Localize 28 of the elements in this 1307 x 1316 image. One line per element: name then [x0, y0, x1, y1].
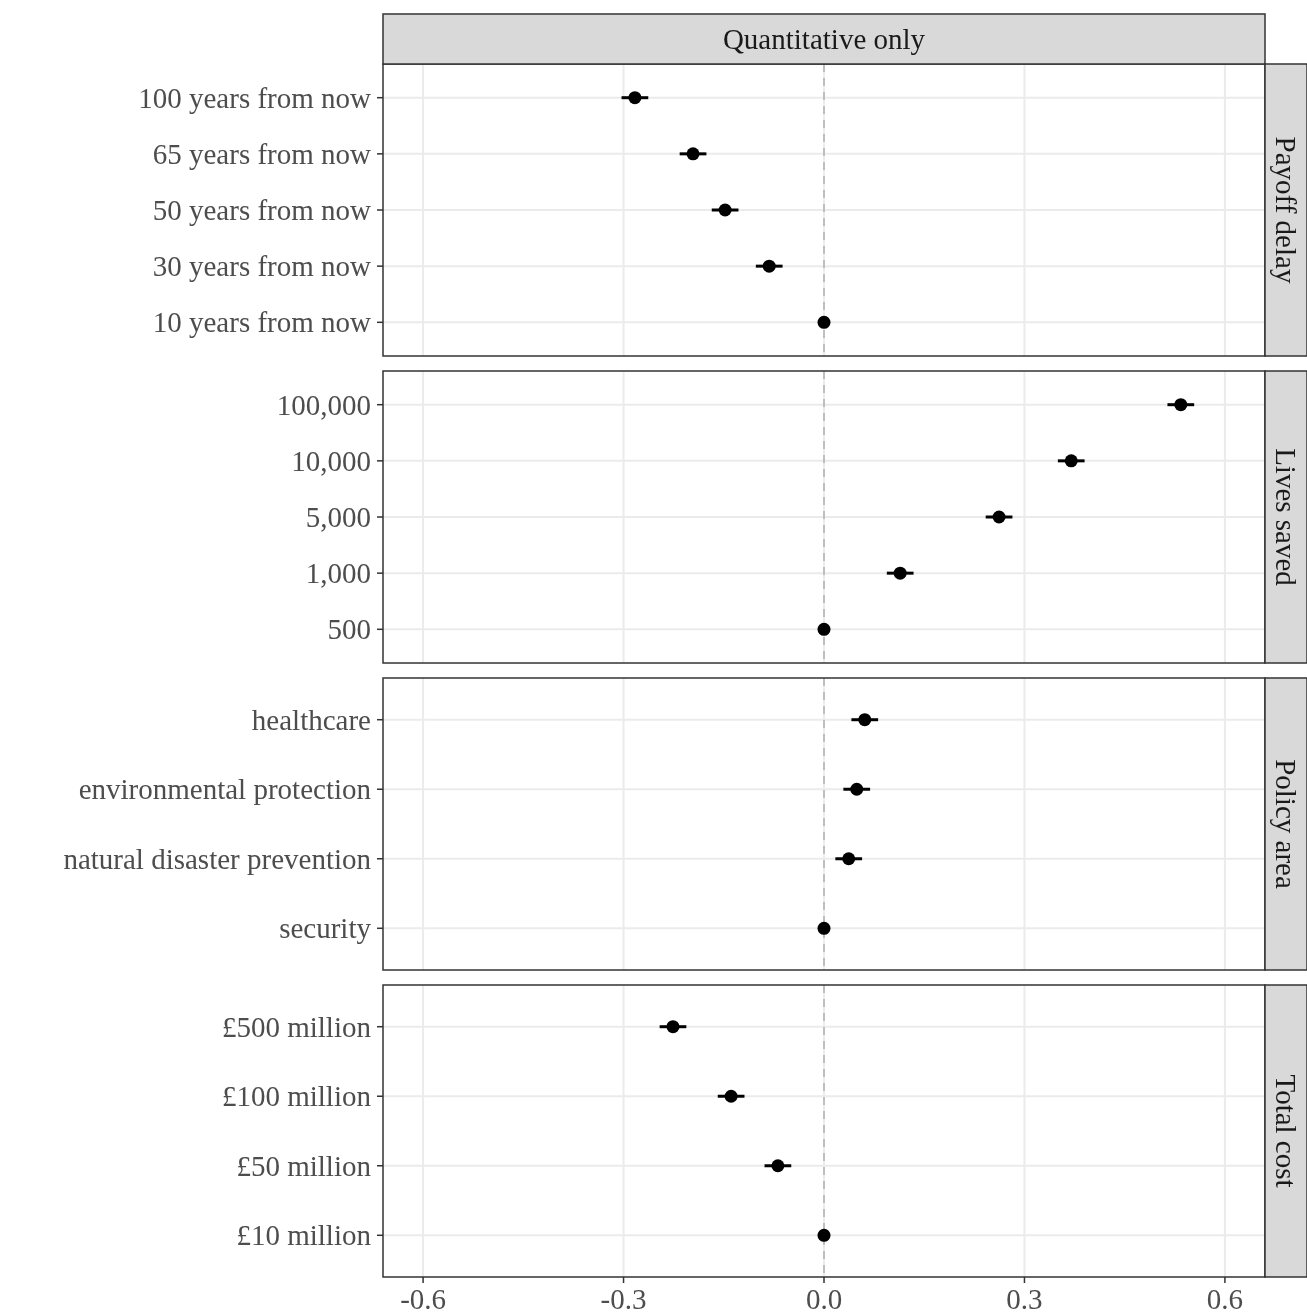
y-tick-label: 500: [327, 613, 371, 646]
y2-axis-title: Lives saved: [1269, 448, 1302, 587]
y-tick-label: 30 years from now: [152, 250, 372, 283]
y-tick-label: 100,000: [276, 388, 371, 421]
y-tick-label: 1,000: [305, 557, 371, 590]
y-tick-label: 100 years from now: [138, 81, 372, 114]
y-tick-label: £10 million: [236, 1219, 372, 1252]
x-tick-label: 0.3: [1006, 1283, 1043, 1315]
y-tick-label: 65 years from now: [152, 138, 372, 170]
y-tick-label: security: [279, 912, 372, 945]
y-tick-label: healthcare: [251, 703, 371, 736]
chart-title: Quantitative only: [722, 23, 926, 56]
y-tick-label: £100 million: [221, 1080, 372, 1113]
y-tick-label: 50 years from now: [152, 194, 372, 227]
x-tick-label: -0.6: [400, 1283, 447, 1315]
y2-axis-title: Policy area: [1269, 759, 1302, 889]
y-tick-label: environmental protection: [78, 773, 372, 806]
y2-axis-title: Total cost: [1269, 1074, 1302, 1188]
y-tick-label: 5,000: [305, 501, 371, 534]
x-tick-label: 0.0: [805, 1283, 843, 1315]
y-tick-label: £500 million: [221, 1010, 372, 1043]
y-tick-label: £50 million: [236, 1149, 372, 1182]
y2-axis-title: Payoff delay: [1269, 136, 1302, 284]
y-tick-label: 10,000: [291, 445, 371, 477]
y-tick-label: natural disaster prevention: [63, 842, 372, 875]
x-tick-label: -0.3: [600, 1283, 647, 1315]
y-tick-label: 10 years from now: [152, 306, 372, 339]
x-tick-label: 0.6: [1206, 1283, 1244, 1315]
